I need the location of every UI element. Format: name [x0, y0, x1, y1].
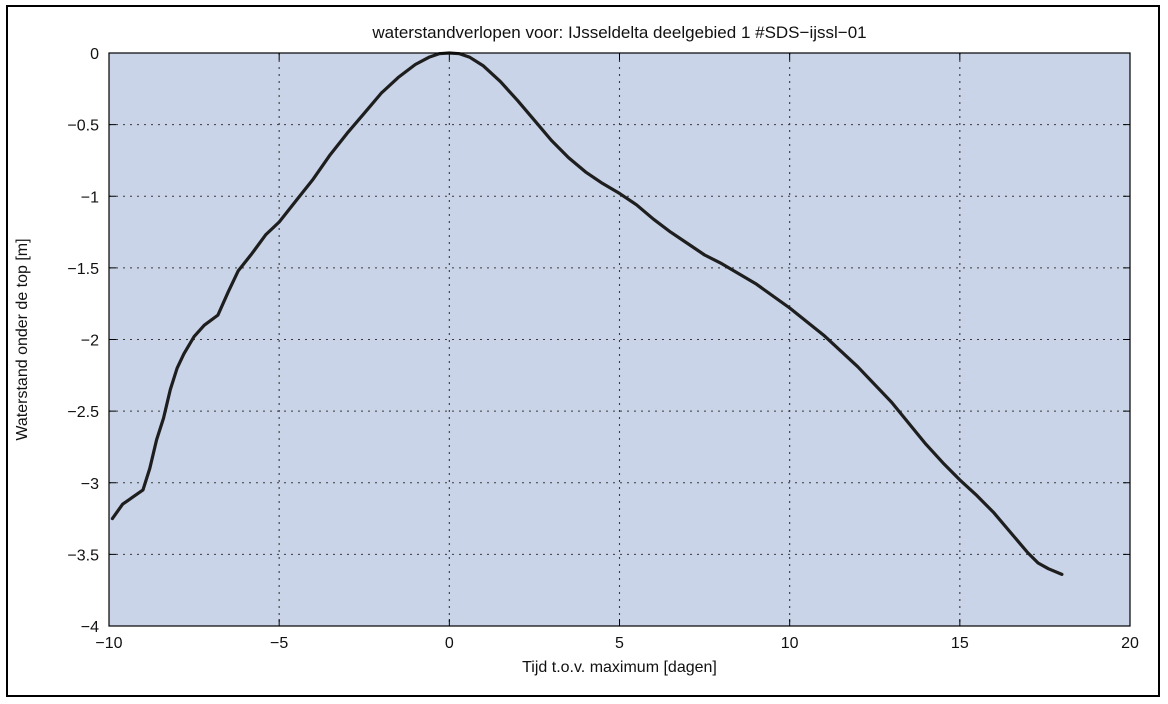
x-tick-label: 0 — [445, 635, 454, 652]
y-tick-label: −3 — [81, 476, 99, 493]
x-tick-label: 10 — [781, 635, 799, 652]
y-tick-label: −1.5 — [67, 261, 99, 278]
y-tick-label: 0 — [90, 46, 99, 63]
x-tick-label: −5 — [270, 635, 288, 652]
y-tick-label: −4 — [81, 619, 99, 636]
y-tick-label: −0.5 — [67, 118, 99, 135]
series-line — [110, 51, 1064, 576]
plot-border — [108, 52, 1131, 627]
y-tick-label: −2 — [81, 333, 99, 350]
grid-lines — [109, 53, 1130, 626]
x-tick-label: 5 — [615, 635, 624, 652]
y-tick-label: −2.5 — [67, 404, 99, 421]
tick-labels: −10 −5 0 5 10 15 20 0 −0.5 −1 −1.5 −2 −2.5 −3 −3.5 −4 — [67, 46, 1139, 652]
x-axis-label: Tijd t.o.v. maximum [dagen] — [522, 659, 717, 676]
x-tick-label: 20 — [1121, 635, 1139, 652]
y-tick-label: −3.5 — [67, 547, 99, 564]
x-tick-label: 15 — [951, 635, 969, 652]
chart-title: waterstandverlopen voor: IJsseldelta dee… — [371, 23, 866, 42]
x-tick-label: −10 — [95, 635, 122, 652]
y-tick-label: −1 — [81, 189, 99, 206]
y-axis-label: Waterstand onder de top [m] — [14, 238, 31, 440]
